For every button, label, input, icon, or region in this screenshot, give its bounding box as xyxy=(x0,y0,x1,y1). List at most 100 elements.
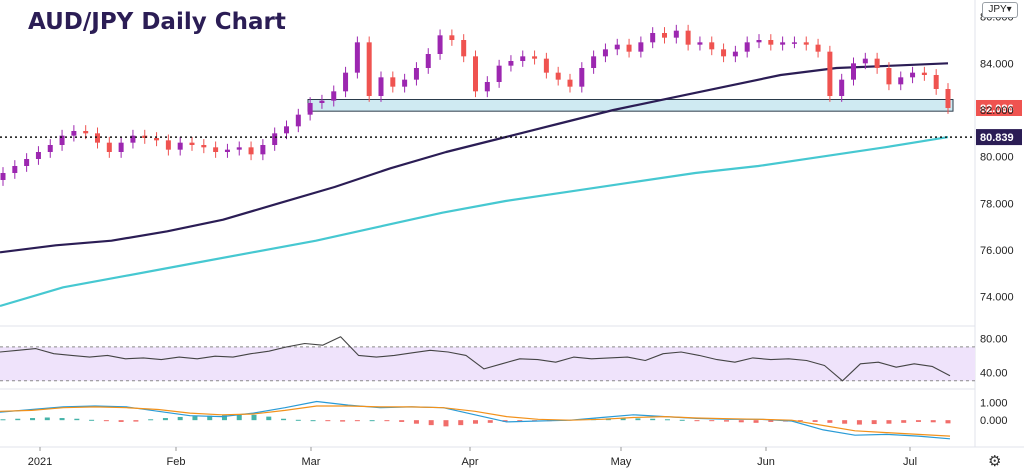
macd-hist-bar xyxy=(664,419,670,421)
candle xyxy=(555,72,561,80)
macd-hist-bar xyxy=(340,420,346,422)
macd-hist-bar xyxy=(251,414,257,421)
macd-hist-bar xyxy=(59,418,65,421)
candle xyxy=(201,145,207,148)
y-axis: 86.00084.00082.00080.00078.00076.00074.0… xyxy=(980,12,1014,304)
candle xyxy=(650,33,656,43)
candle xyxy=(319,100,325,103)
candle xyxy=(272,133,278,145)
macd-tick-label: 0.000 xyxy=(980,415,1008,427)
candle xyxy=(768,40,774,45)
candle xyxy=(331,91,337,101)
candle xyxy=(874,58,880,68)
macd-hist-bar xyxy=(177,416,183,421)
rsi-series xyxy=(0,336,951,382)
candle xyxy=(496,65,502,82)
candle xyxy=(248,147,254,155)
macd-hist-bar xyxy=(281,418,287,421)
candle xyxy=(449,35,455,40)
macd-hist-bar xyxy=(369,420,375,422)
macd-hist-bar xyxy=(517,420,523,422)
y-tick-label: 80.000 xyxy=(980,152,1014,164)
candle xyxy=(579,68,585,87)
y-tick-label: 78.000 xyxy=(980,198,1014,210)
y-tick-label: 84.000 xyxy=(980,58,1014,70)
macd-hist-bar xyxy=(118,420,124,422)
candle xyxy=(413,68,419,80)
macd-hist-bar xyxy=(738,420,744,423)
macd-hist-bar xyxy=(89,419,95,421)
candle xyxy=(803,42,809,45)
candle xyxy=(154,138,160,141)
candle xyxy=(815,44,821,52)
chevron-down-icon: ▾ xyxy=(1006,4,1012,15)
candle xyxy=(721,49,727,57)
x-tick-label: Jul xyxy=(903,456,917,468)
macd-hist-bar xyxy=(192,416,198,421)
candle xyxy=(354,42,360,73)
macd-hist-bar xyxy=(413,420,419,424)
rsi-tick-label: 80.00 xyxy=(980,333,1008,345)
candle xyxy=(378,77,384,96)
macd-hist-bar xyxy=(724,420,730,422)
price-badge-label: 80.839 xyxy=(980,132,1014,144)
macd-hist-bar xyxy=(812,420,818,422)
candle xyxy=(791,42,797,44)
candle xyxy=(0,173,6,180)
macd-hist-bar xyxy=(487,420,493,423)
candle xyxy=(709,42,715,50)
price-levels: 82.086 80.839 xyxy=(0,99,1022,146)
macd-tick-label: 1.000 xyxy=(980,397,1008,409)
candle xyxy=(213,147,219,152)
macd-hist-bar xyxy=(620,418,626,421)
candle xyxy=(543,58,549,73)
candle xyxy=(508,61,514,66)
macd-hist-bar xyxy=(473,420,478,424)
macd-hist-bar xyxy=(915,420,921,422)
macd-panel: 1.000 0.000 xyxy=(0,397,1008,440)
macd-hist-bar xyxy=(44,417,50,421)
rsi-band xyxy=(0,346,975,381)
macd-hist-bar xyxy=(384,420,390,422)
macd-hist-bar xyxy=(325,420,331,422)
candle xyxy=(366,42,372,96)
candle xyxy=(839,79,845,96)
macd-hist-bar xyxy=(768,420,774,422)
price-badge xyxy=(976,129,1022,146)
candle xyxy=(520,56,526,61)
macd-hist-bar xyxy=(753,420,759,423)
candle xyxy=(189,142,195,145)
gear-icon[interactable]: ⚙ xyxy=(988,452,1002,470)
candle xyxy=(295,114,301,127)
candle xyxy=(921,72,927,75)
macd-hist-bar xyxy=(162,418,168,421)
candle xyxy=(862,58,868,64)
candle xyxy=(71,131,77,136)
x-tick-label: Mar xyxy=(302,456,321,468)
macd-hist-bar xyxy=(856,420,862,425)
macd-hist-bar xyxy=(871,420,877,425)
candle xyxy=(47,145,53,152)
x-tick-label: 2021 xyxy=(28,456,52,468)
x-tick-label: May xyxy=(611,456,632,468)
candle xyxy=(177,142,183,150)
candle xyxy=(662,33,667,38)
x-axis: 2021 Feb Mar Apr May Jun Jul xyxy=(28,447,917,468)
candle xyxy=(24,159,30,166)
candle xyxy=(614,44,620,50)
candle xyxy=(461,40,467,57)
candle xyxy=(236,147,242,150)
candle xyxy=(532,56,538,59)
candle xyxy=(390,77,396,87)
currency-selector[interactable]: JPY▾ xyxy=(982,2,1018,18)
signal-series xyxy=(0,405,951,437)
macd-hist-bar xyxy=(295,419,301,421)
macd-hist-bar xyxy=(133,420,139,422)
macd-hist-bar xyxy=(15,418,21,421)
candle xyxy=(59,135,65,145)
macd-hist-bar xyxy=(709,420,715,422)
ma-200-line xyxy=(0,136,949,308)
candle xyxy=(118,142,124,152)
chart-title: AUD/JPY Daily Chart xyxy=(28,9,286,35)
